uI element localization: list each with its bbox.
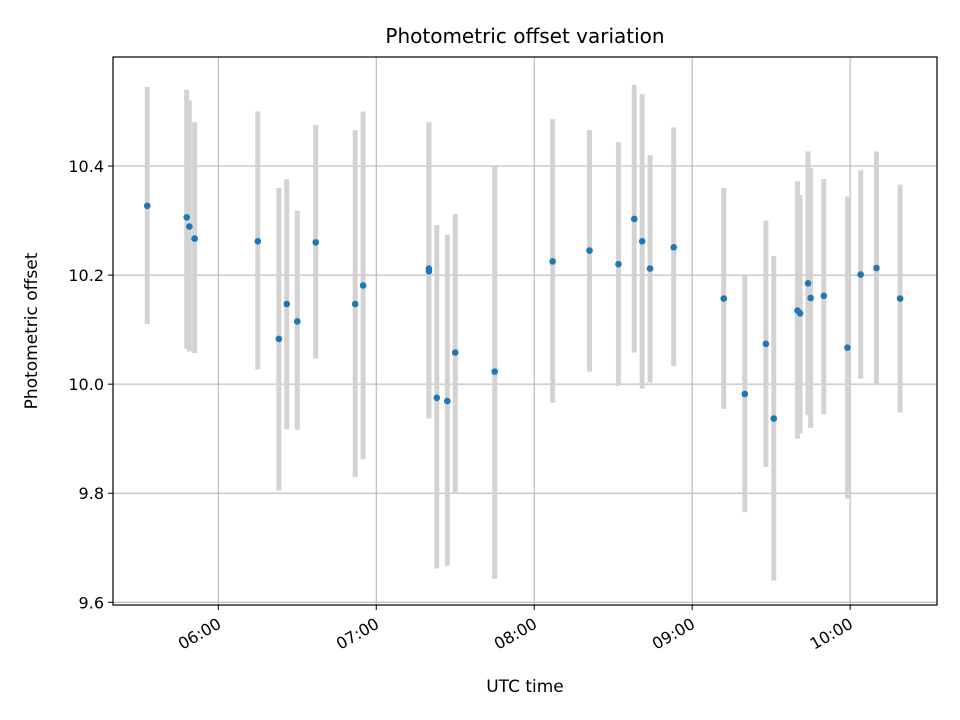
data-point (491, 368, 499, 375)
data-point (549, 258, 556, 265)
data-point (191, 235, 198, 242)
chart-title: Photometric offset variation (385, 24, 664, 48)
data-point (720, 295, 728, 302)
data-point (351, 300, 359, 308)
x-tick-label: 09:00 (649, 614, 698, 654)
data-point (762, 340, 770, 348)
x-tick-label: 08:00 (491, 614, 540, 654)
data-point (615, 260, 622, 268)
error-bars (144, 84, 903, 581)
data-point (857, 271, 864, 278)
data-point (873, 264, 880, 272)
data-point (646, 265, 654, 272)
data-point (741, 390, 749, 398)
grid (113, 57, 937, 605)
data-point (186, 223, 193, 230)
data-point (359, 282, 367, 289)
data-point (425, 267, 433, 275)
data-point (183, 214, 191, 221)
data-point (433, 394, 441, 402)
x-tick-label: 06:00 (175, 614, 224, 654)
y-axis-label: Photometric offset (22, 252, 42, 409)
data-point (896, 295, 904, 302)
y-tick-label: 10.4 (68, 157, 104, 176)
x-tick-label: 07:00 (333, 614, 382, 654)
data-point (804, 279, 812, 287)
data-point (444, 397, 451, 405)
data-point (670, 244, 678, 251)
y-tick-label: 10.0 (68, 375, 104, 394)
plot-frame (112, 56, 938, 606)
data-point (283, 300, 291, 308)
data-point (451, 349, 459, 356)
y-tick-label: 9.8 (79, 484, 104, 503)
data-point (143, 202, 151, 210)
y-axis-ticks: 9.6 9.8 10.0 10.2 10.4 (68, 157, 113, 612)
data-point (807, 294, 814, 302)
data-point (770, 415, 778, 422)
y-tick-label: 10.2 (68, 266, 104, 285)
x-tick-label: 10:00 (807, 614, 856, 654)
y-tick-label: 9.6 (79, 593, 104, 612)
data-point (254, 238, 262, 245)
x-axis-label: UTC time (486, 677, 564, 697)
data-point (586, 247, 593, 254)
data-point (275, 335, 283, 343)
data-point (796, 309, 804, 317)
data-point (630, 215, 638, 223)
x-axis-ticks: 06:00 07:00 08:00 09:00 10:00 (175, 605, 856, 654)
data-point (820, 292, 828, 300)
data-point (638, 238, 646, 245)
data-point (293, 318, 301, 325)
data-point (312, 239, 320, 246)
data-point (844, 344, 851, 351)
data-points (143, 202, 904, 422)
